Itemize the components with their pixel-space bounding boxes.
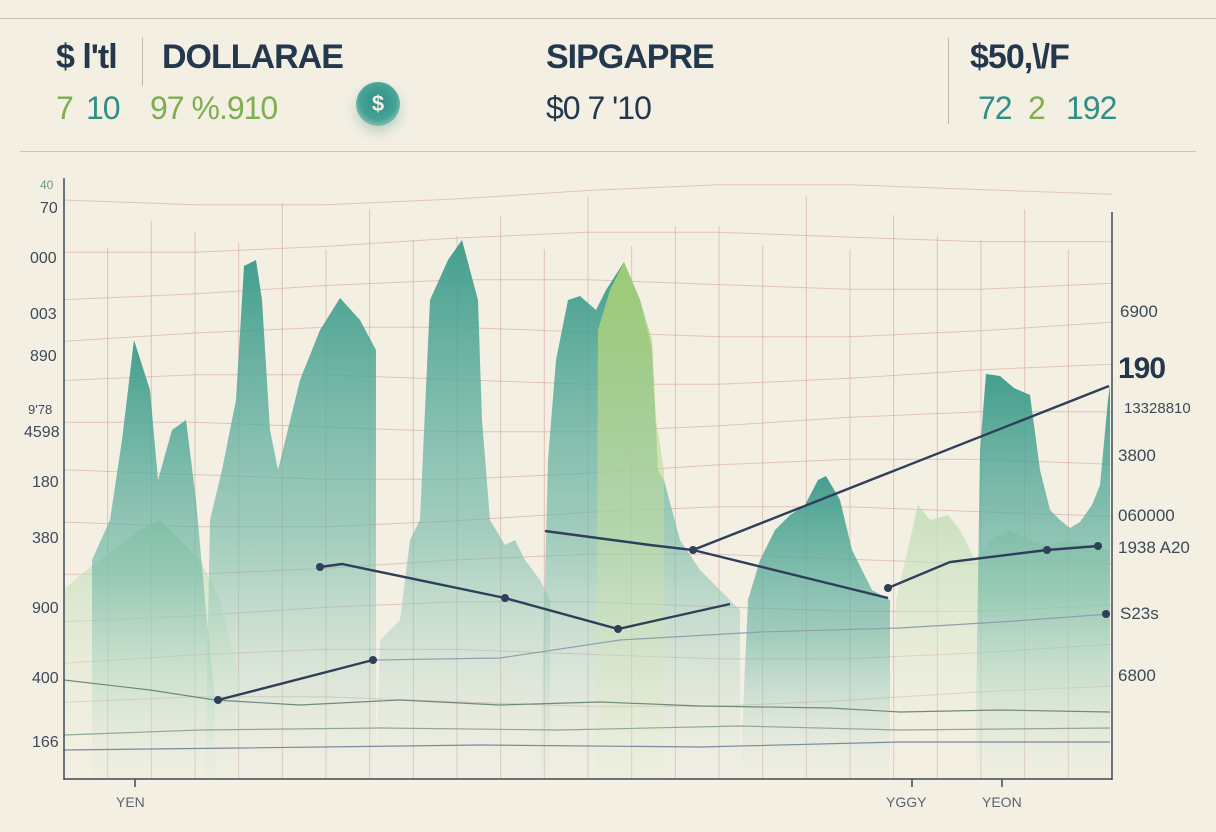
trend-point [214, 696, 222, 704]
y-left-tick: 9'78 [28, 402, 53, 417]
x-tick-label: YEON [982, 794, 1022, 810]
y-left-tick: 890 [30, 348, 57, 365]
y-left-tick: 400 [32, 670, 59, 687]
area-teal-left [92, 340, 215, 778]
col1-value-a: 7 [56, 90, 74, 126]
col4-title: $50,\/F [970, 38, 1070, 76]
trend-point [1094, 542, 1102, 550]
dollar-icon: $ [371, 91, 385, 116]
area-teal-e [975, 374, 1110, 778]
top-rule [0, 18, 1216, 19]
col1-title: $ l'tl [56, 38, 118, 76]
trend-point [1043, 546, 1051, 554]
y-left-tick: 000 [30, 250, 57, 267]
y-left-tick: 70 [40, 200, 58, 217]
col2-title: DOLLARAE [162, 38, 344, 76]
y-left-tick: 180 [32, 474, 59, 491]
col2-value: 97 %.910 [150, 90, 278, 126]
baseline-curve-3 [63, 741, 1110, 751]
grid-line-horizontal [63, 184, 1113, 206]
x-tick-label: YEN [116, 794, 145, 810]
col1-value-b: 10 [86, 90, 121, 126]
col4-value-c: 192 [1066, 90, 1117, 126]
y-left-tick: 380 [32, 530, 59, 547]
trend-point [884, 584, 892, 592]
col3-value: $0 7 '10 [546, 90, 652, 126]
currency-badge: $ [356, 82, 400, 126]
area-teal-b [376, 240, 550, 778]
y-right-tick: 13328810 [1124, 400, 1191, 417]
y-left-tick: 4598 [24, 424, 60, 441]
y-right-tick: 3800 [1118, 446, 1156, 465]
trend-point [689, 546, 697, 554]
baseline-curves [63, 613, 1111, 751]
y-left-tick: 003 [30, 306, 57, 323]
y-left-tick: 900 [32, 600, 59, 617]
y-left-tick: 40 [40, 178, 54, 192]
area-green-c [596, 262, 664, 778]
y-right-tick: 1938 A20 [1118, 538, 1190, 557]
trend-point [501, 594, 509, 602]
y-right-tick: 6900 [1120, 302, 1158, 321]
grid-line-horizontal [64, 231, 1112, 253]
trend-point [614, 625, 622, 633]
trend-line-5 [887, 544, 1099, 590]
header-rule [20, 151, 1196, 152]
x-tick-label: YGGY [886, 794, 927, 810]
axes [63, 178, 1113, 787]
baseline-curve-2 [63, 725, 1111, 736]
trend-line-1 [217, 658, 374, 702]
y-right-tick: 6800 [1118, 666, 1156, 685]
grid-line-horizontal [63, 279, 1113, 301]
header-divider-2 [948, 38, 949, 124]
area-teal-d [740, 476, 890, 778]
baseline-curve-1 [63, 679, 1111, 713]
area-layer [64, 240, 1110, 778]
trend-point [316, 563, 324, 571]
trend-point [369, 656, 377, 664]
y-left-tick: 166 [32, 734, 59, 751]
trend-point [1102, 610, 1110, 618]
y-right-tick: S23s [1120, 604, 1159, 623]
y-right-tick: 060000 [1118, 506, 1175, 525]
col4-value-b: 2 [1028, 90, 1046, 126]
baseline-curve-4 [375, 613, 1111, 661]
area-teal-a [205, 260, 376, 778]
header-divider-1 [142, 38, 143, 86]
trend-points [214, 542, 1110, 704]
y-right-tick: 190 [1118, 352, 1166, 385]
trend-line-3 [544, 529, 889, 600]
col3-title: SIPGAPRE [546, 38, 715, 76]
col4-value-a: 72 [978, 90, 1013, 126]
trend-line-4 [692, 384, 1110, 552]
